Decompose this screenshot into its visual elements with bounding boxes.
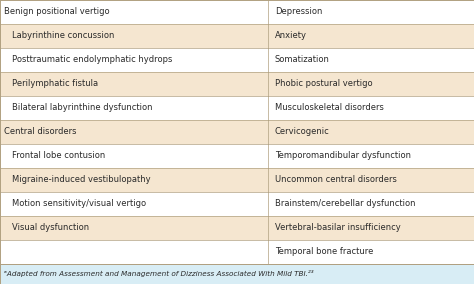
Text: Uncommon central disorders: Uncommon central disorders — [275, 175, 397, 184]
Text: Musculoskeletal disorders: Musculoskeletal disorders — [275, 103, 384, 112]
Bar — [268, 216, 474, 240]
Bar — [0, 216, 268, 240]
Text: Motion sensitivity/visual vertigo: Motion sensitivity/visual vertigo — [12, 199, 146, 208]
Bar — [268, 120, 474, 144]
Text: Migraine-induced vestibulopathy: Migraine-induced vestibulopathy — [12, 175, 150, 184]
Bar — [0, 240, 268, 264]
Text: Benign positional vertigo: Benign positional vertigo — [4, 7, 109, 16]
Bar — [0, 120, 268, 144]
Text: Temporal bone fracture: Temporal bone fracture — [275, 247, 374, 256]
Text: Perilymphatic fistula: Perilymphatic fistula — [12, 79, 98, 88]
Bar — [0, 144, 268, 168]
Bar — [0, 168, 268, 192]
Bar — [268, 24, 474, 48]
Text: Anxiety: Anxiety — [275, 32, 307, 40]
Text: Visual dysfunction: Visual dysfunction — [12, 223, 89, 232]
Bar — [0, 0, 268, 24]
Text: Depression: Depression — [275, 7, 322, 16]
Text: Vertebral-basilar insufficiency: Vertebral-basilar insufficiency — [275, 223, 401, 232]
Text: Temporomandibular dysfunction: Temporomandibular dysfunction — [275, 151, 411, 160]
Text: Cervicogenic: Cervicogenic — [275, 127, 330, 136]
Bar — [268, 72, 474, 96]
Text: Somatization: Somatization — [275, 55, 330, 64]
Bar — [0, 192, 268, 216]
Bar — [0, 24, 268, 48]
Bar — [268, 96, 474, 120]
Bar — [0, 264, 474, 284]
Text: Frontal lobe contusion: Frontal lobe contusion — [12, 151, 105, 160]
Bar — [0, 72, 268, 96]
Text: Brainstem/cerebellar dysfunction: Brainstem/cerebellar dysfunction — [275, 199, 415, 208]
Bar — [268, 48, 474, 72]
Text: ᵃAdapted from Assessment and Management of Dizziness Associated With Mild TBI.²³: ᵃAdapted from Assessment and Management … — [4, 270, 313, 277]
Bar — [268, 192, 474, 216]
Bar — [268, 0, 474, 24]
Text: Central disorders: Central disorders — [4, 127, 76, 136]
Text: Posttraumatic endolymphatic hydrops: Posttraumatic endolymphatic hydrops — [12, 55, 172, 64]
Bar — [0, 48, 268, 72]
Bar — [0, 96, 268, 120]
Bar — [268, 240, 474, 264]
Bar — [268, 168, 474, 192]
Text: Bilateral labyrinthine dysfunction: Bilateral labyrinthine dysfunction — [12, 103, 152, 112]
Text: Phobic postural vertigo: Phobic postural vertigo — [275, 79, 373, 88]
Text: Labyrinthine concussion: Labyrinthine concussion — [12, 32, 114, 40]
Bar — [268, 144, 474, 168]
